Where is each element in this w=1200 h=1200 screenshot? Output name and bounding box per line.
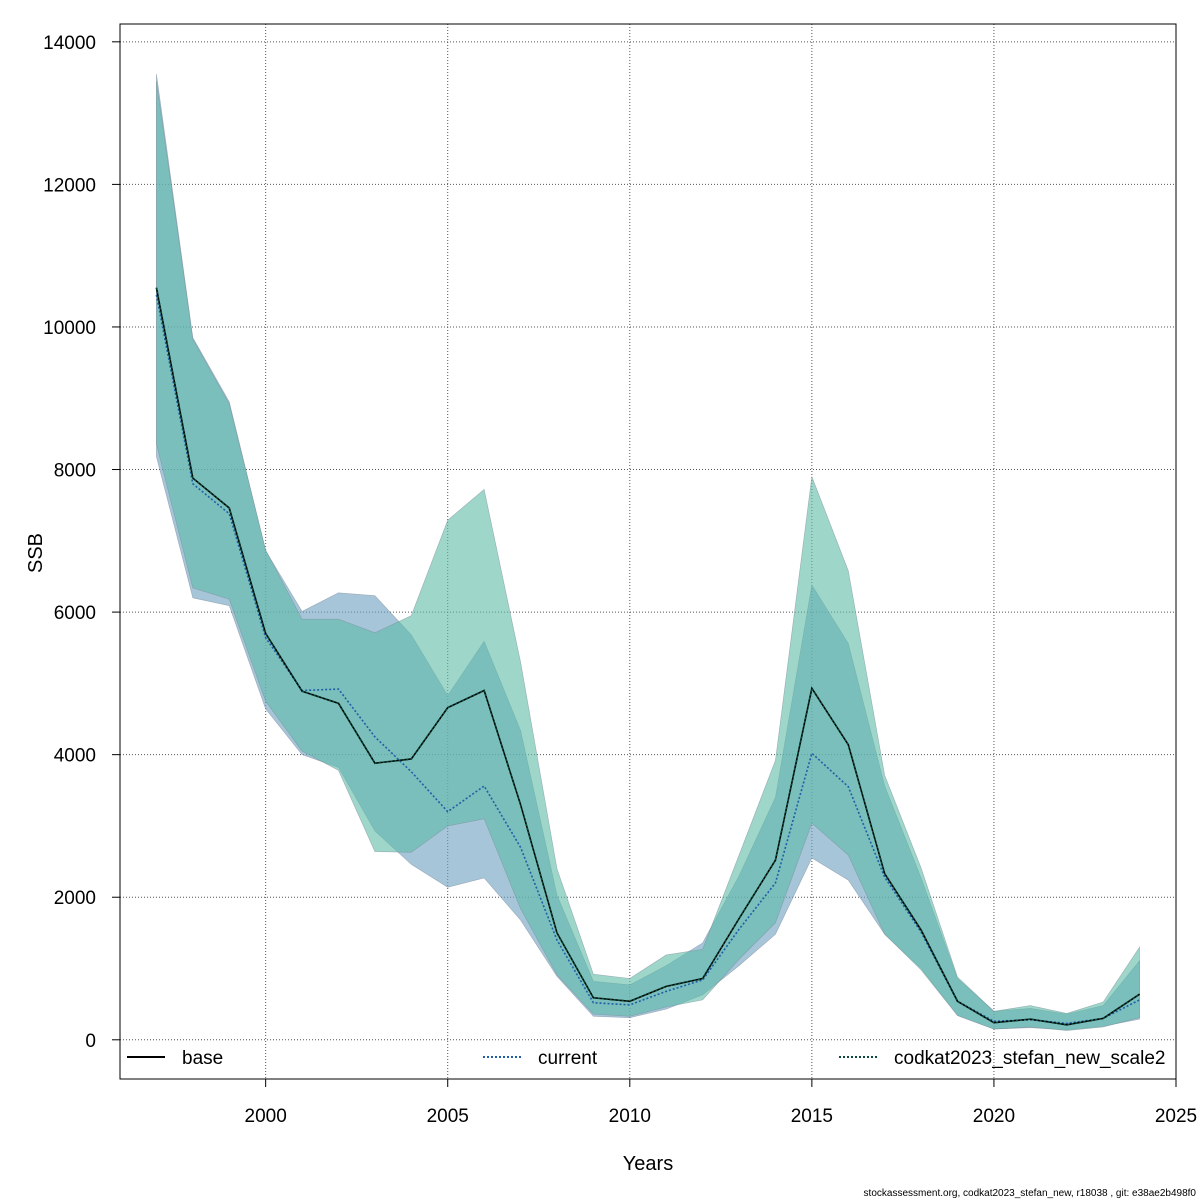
series-line-codkat2023_stefan_new_scale2 xyxy=(155,287,1141,1026)
y-tick-label: 4000 xyxy=(54,746,96,767)
legend-label-base: base xyxy=(182,1048,223,1069)
confidence-band-codkat2023_stefan_new_scale2 xyxy=(156,80,1140,1031)
y-tick-label: 8000 xyxy=(54,461,96,482)
series-lines xyxy=(155,287,1141,1026)
y-tick-label: 12000 xyxy=(43,175,96,196)
footer-credit: stockassessment.org, codkat2023_stefan_n… xyxy=(864,1188,1197,1199)
y-axis-title: SSB xyxy=(25,533,47,573)
legend-label-current: current xyxy=(538,1048,598,1069)
confidence-bands xyxy=(156,73,1140,1031)
y-tick-label: 14000 xyxy=(43,33,96,54)
x-tick-label: 2000 xyxy=(245,1106,287,1127)
x-tick-label: 2005 xyxy=(427,1106,469,1127)
y-tick-label: 2000 xyxy=(54,888,96,909)
series-line-current xyxy=(155,294,1140,1025)
legend-label-codkat2023_stefan_new_scale2: codkat2023_stefan_new_scale2 xyxy=(894,1048,1165,1069)
axes: 2000 2005 2010 2015 2020 2025 0 2000 4000 6000 800… xyxy=(43,33,1197,1127)
y-tick-label: 10000 xyxy=(43,318,96,339)
x-tick-label: 2020 xyxy=(973,1106,1015,1127)
grid-layer xyxy=(120,24,1177,1079)
y-tick-label: 0 xyxy=(85,1031,96,1052)
legend: base current codkat2023_stefan_new_scale2 xyxy=(127,1048,1165,1069)
x-tick-label: 2010 xyxy=(609,1106,651,1127)
x-tick-label: 2025 xyxy=(1155,1106,1197,1127)
plot-frame xyxy=(119,23,1177,1080)
y-tick-label: 6000 xyxy=(54,603,96,624)
x-tick-label: 2015 xyxy=(791,1106,833,1127)
x-axis-title: Years xyxy=(623,1153,673,1175)
